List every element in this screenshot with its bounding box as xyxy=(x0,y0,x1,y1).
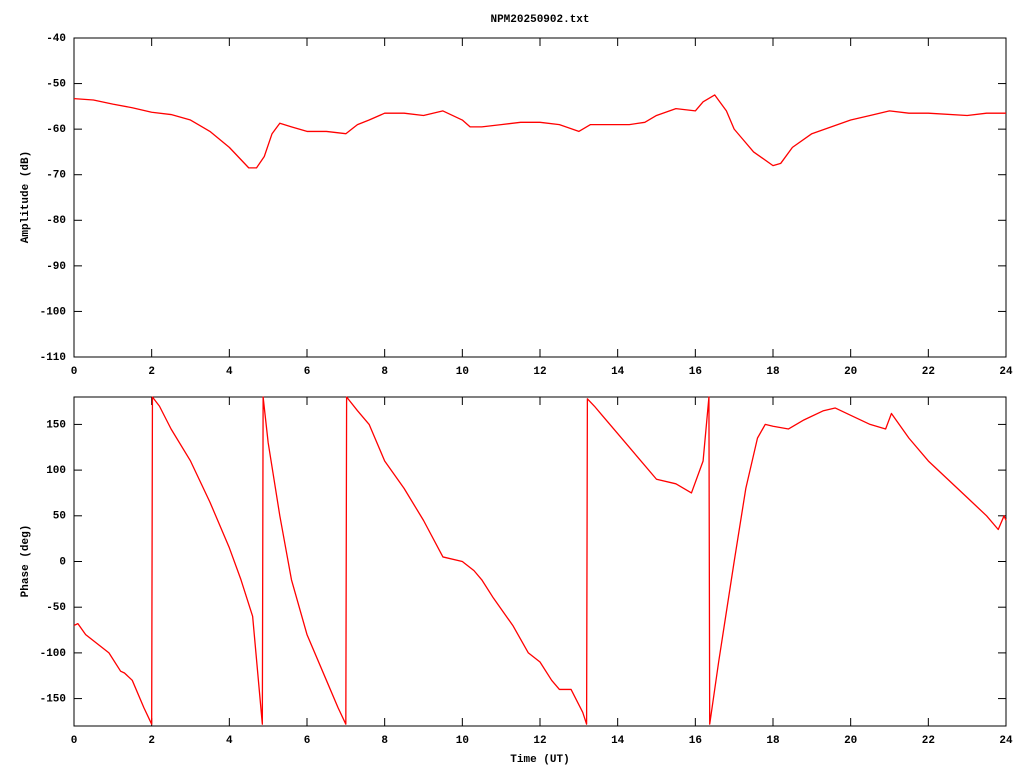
y-tick-label: -70 xyxy=(46,170,66,182)
x-tick-label: 2 xyxy=(148,366,155,378)
x-tick-label: 20 xyxy=(844,366,857,378)
x-tick-label: 10 xyxy=(456,735,469,747)
y-tick-label: -100 xyxy=(40,648,66,660)
y-tick-label: -50 xyxy=(46,78,66,90)
y-tick-label: -150 xyxy=(40,693,66,705)
data-line xyxy=(73,94,1006,169)
x-tick-label: 4 xyxy=(226,735,233,747)
x-tick-label: 6 xyxy=(304,735,311,747)
y-tick-label: -40 xyxy=(46,33,66,45)
y-tick-label: -100 xyxy=(40,306,66,318)
x-tick-label: 2 xyxy=(148,735,155,747)
x-tick-label: 4 xyxy=(226,366,233,378)
x-tick-label: 18 xyxy=(766,735,780,747)
x-tick-label: 0 xyxy=(71,366,78,378)
x-tick-label: 14 xyxy=(611,735,625,747)
y-axis-label: Amplitude (dB) xyxy=(20,151,32,243)
y-tick-label: -50 xyxy=(46,602,66,614)
x-tick-label: 8 xyxy=(381,735,388,747)
x-tick-label: 8 xyxy=(381,366,388,378)
y-tick-label: 150 xyxy=(46,419,66,431)
x-tick-label: 22 xyxy=(922,735,935,747)
x-tick-label: 14 xyxy=(611,366,625,378)
x-tick-label: 10 xyxy=(456,366,469,378)
x-tick-label: 24 xyxy=(999,366,1013,378)
y-tick-label: -60 xyxy=(46,124,66,136)
x-tick-label: 16 xyxy=(689,366,702,378)
x-tick-label: 16 xyxy=(689,735,702,747)
y-tick-label: 50 xyxy=(53,511,66,523)
y-tick-label: 100 xyxy=(46,465,66,477)
x-tick-label: 0 xyxy=(71,735,78,747)
plot-frame xyxy=(73,37,1007,358)
x-tick-label: 18 xyxy=(766,366,780,378)
x-tick-label: 24 xyxy=(999,735,1013,747)
y-axis-label: Phase (deg) xyxy=(20,525,32,598)
x-tick-label: 20 xyxy=(844,735,857,747)
plot-frame xyxy=(73,396,1007,727)
x-tick-label: 22 xyxy=(922,366,935,378)
chart-title: NPM20250902.txt xyxy=(490,14,589,26)
x-axis-label: Time (UT) xyxy=(510,754,569,766)
y-tick-label: -110 xyxy=(40,352,66,364)
x-tick-label: 12 xyxy=(533,366,546,378)
x-tick-label: 6 xyxy=(304,366,311,378)
x-tick-label: 12 xyxy=(533,735,546,747)
y-tick-label: 0 xyxy=(59,556,66,568)
data-line xyxy=(73,396,1007,725)
y-tick-label: -90 xyxy=(46,261,66,273)
y-tick-label: -80 xyxy=(46,215,66,227)
